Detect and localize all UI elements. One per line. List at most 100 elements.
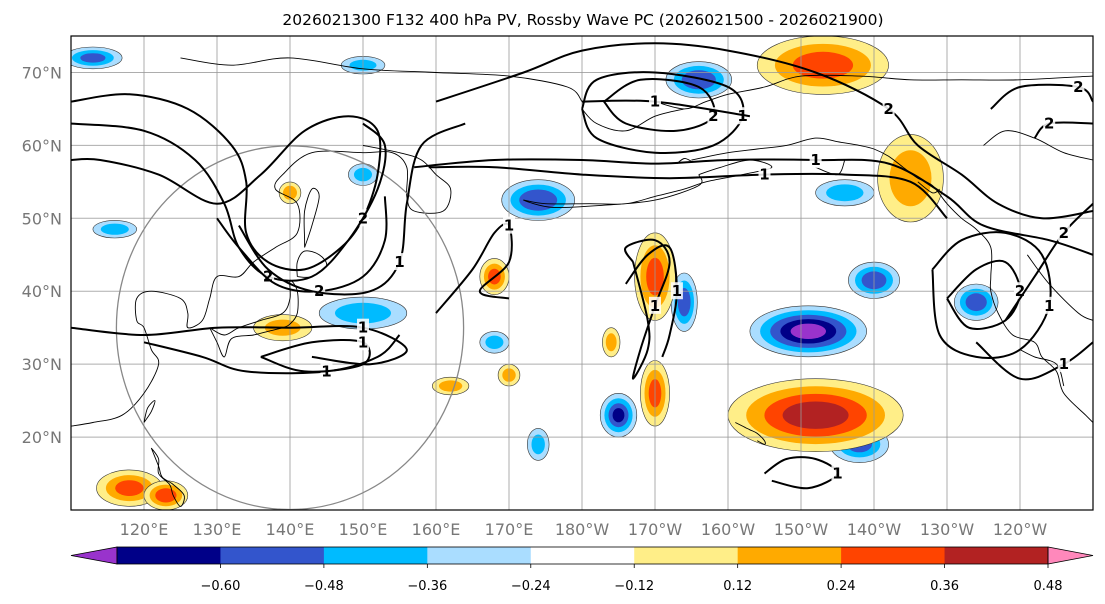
pv-contour-line — [71, 325, 408, 366]
lon-tick-label: 120°W — [993, 520, 1048, 539]
lon-tick-label: 140°W — [847, 520, 902, 539]
lat-tick-label: 60°N — [22, 136, 62, 155]
anomaly-ring — [519, 189, 558, 211]
contour-label: 2 — [1073, 78, 1083, 96]
contour-label-bg — [1072, 78, 1085, 96]
coastline — [581, 108, 685, 132]
anomaly-ring — [790, 323, 826, 339]
colorbar-segment — [944, 547, 1049, 564]
anomaly-ring — [889, 150, 932, 207]
lon-tick-label: 170°E — [485, 520, 534, 539]
anomaly-ring — [80, 53, 106, 63]
pv-contour-line — [143, 334, 401, 375]
colorbar-tick-label: 0.36 — [930, 579, 959, 594]
colorbar-segment — [530, 547, 635, 564]
lon-tick-label: 140°E — [266, 520, 315, 539]
colorbar-segment — [220, 547, 325, 564]
contour-label: 1 — [737, 107, 747, 125]
anomaly-blob — [727, 378, 904, 453]
contour-label-bg — [313, 282, 326, 300]
contour-label: 1 — [504, 217, 514, 235]
colorbar-tick-label: −0.24 — [511, 579, 551, 594]
anomaly-ring — [438, 380, 463, 392]
anomaly-blob — [877, 134, 944, 223]
anomaly-blob — [815, 179, 875, 207]
lon-tick-label: 170°W — [628, 520, 683, 539]
pv-contour-line — [238, 122, 466, 296]
lat-lon-grid — [71, 36, 1093, 510]
pv-contour-line — [1004, 202, 1093, 321]
map-frame — [70, 35, 1094, 511]
anomaly-ring — [605, 333, 617, 352]
contour-label: 1 — [759, 166, 769, 184]
contour-label: 1 — [832, 465, 842, 483]
anomaly-blob — [526, 428, 550, 461]
colorbar-segment — [323, 547, 428, 564]
longitude-tick-labels: 120°E 130°E 140°E 150°E 160°E 170°E 180°W 170°W… — [120, 520, 1048, 539]
colorbar-tick-label: 0.12 — [723, 579, 752, 594]
anomaly-ring — [485, 335, 504, 349]
pv-contour-line — [260, 338, 371, 373]
colorbar-frame — [116, 546, 1049, 565]
colorbar-segment — [634, 547, 739, 564]
anomaly-ring — [826, 184, 864, 202]
chart-title: 2026021300 F132 400 hPa PV, Rossby Wave … — [282, 11, 883, 29]
colorbar-segment — [737, 547, 842, 564]
contour-label: 1 — [358, 319, 368, 337]
lon-tick-label: 150°W — [774, 520, 829, 539]
contour-label-bg — [649, 296, 661, 314]
anomaly-ring — [100, 223, 129, 235]
colorbar-segment — [117, 547, 221, 564]
colorbar-tick-label: −0.48 — [304, 579, 344, 594]
contour-label: 1 — [650, 93, 660, 111]
lon-tick-label: 180°W — [555, 520, 610, 539]
anomaly-blob — [71, 46, 123, 70]
colorbar-tick-label: 0.48 — [1034, 579, 1063, 594]
contour-label: 2 — [708, 107, 718, 125]
contour-label: 1 — [394, 253, 404, 271]
coastline — [735, 422, 766, 445]
coastline — [180, 57, 583, 102]
pv-contour-line — [975, 341, 1093, 381]
anomaly-blob — [432, 376, 470, 396]
colorbar-segment — [427, 547, 532, 564]
coastline — [691, 137, 1093, 423]
contour-label: 1 — [650, 297, 660, 315]
lat-tick-label: 30°N — [22, 355, 62, 374]
contour-label: 2 — [1044, 115, 1054, 133]
contour-label-bg — [1043, 296, 1056, 314]
anomaly-blob — [756, 36, 889, 95]
contour-label-bg — [758, 165, 771, 183]
colorbar-tick-label: −0.36 — [407, 579, 447, 594]
lon-tick-label: 160°E — [412, 520, 461, 539]
contour-label-bg — [882, 99, 895, 117]
anomaly-blob — [479, 331, 510, 354]
colorbar-extend-high — [1047, 546, 1094, 565]
colorbar-tick-label: −0.12 — [614, 579, 654, 594]
contour-label: 1 — [672, 282, 682, 300]
contour-label: 1 — [1044, 297, 1054, 315]
pv-contour-line — [763, 456, 839, 490]
coastline — [1026, 254, 1093, 321]
contour-label: 2 — [263, 268, 273, 286]
contour-label: 1 — [358, 333, 368, 351]
pv-contour-line — [435, 42, 1093, 220]
contour-label: 2 — [1059, 224, 1069, 242]
coastline — [523, 159, 773, 209]
coastline — [654, 74, 1093, 110]
anomaly-blob — [665, 61, 732, 99]
contour-label-bg — [393, 253, 406, 271]
coastline — [150, 447, 185, 507]
colorbar-extend-low — [70, 546, 118, 565]
latitude-tick-labels: 20°N 30°N 40°N 50°N 60°N 70°N — [22, 63, 62, 447]
lat-tick-label: 40°N — [22, 282, 62, 301]
anomaly-blob — [92, 220, 138, 239]
anomaly-blob — [602, 327, 621, 358]
coastline — [303, 187, 320, 248]
colorbar-tick-label: 0.24 — [827, 579, 856, 594]
anomaly-ring — [115, 480, 144, 496]
contour-label-bg — [1057, 223, 1070, 241]
lat-tick-label: 70°N — [22, 63, 62, 82]
lon-tick-label: 130°E — [193, 520, 242, 539]
